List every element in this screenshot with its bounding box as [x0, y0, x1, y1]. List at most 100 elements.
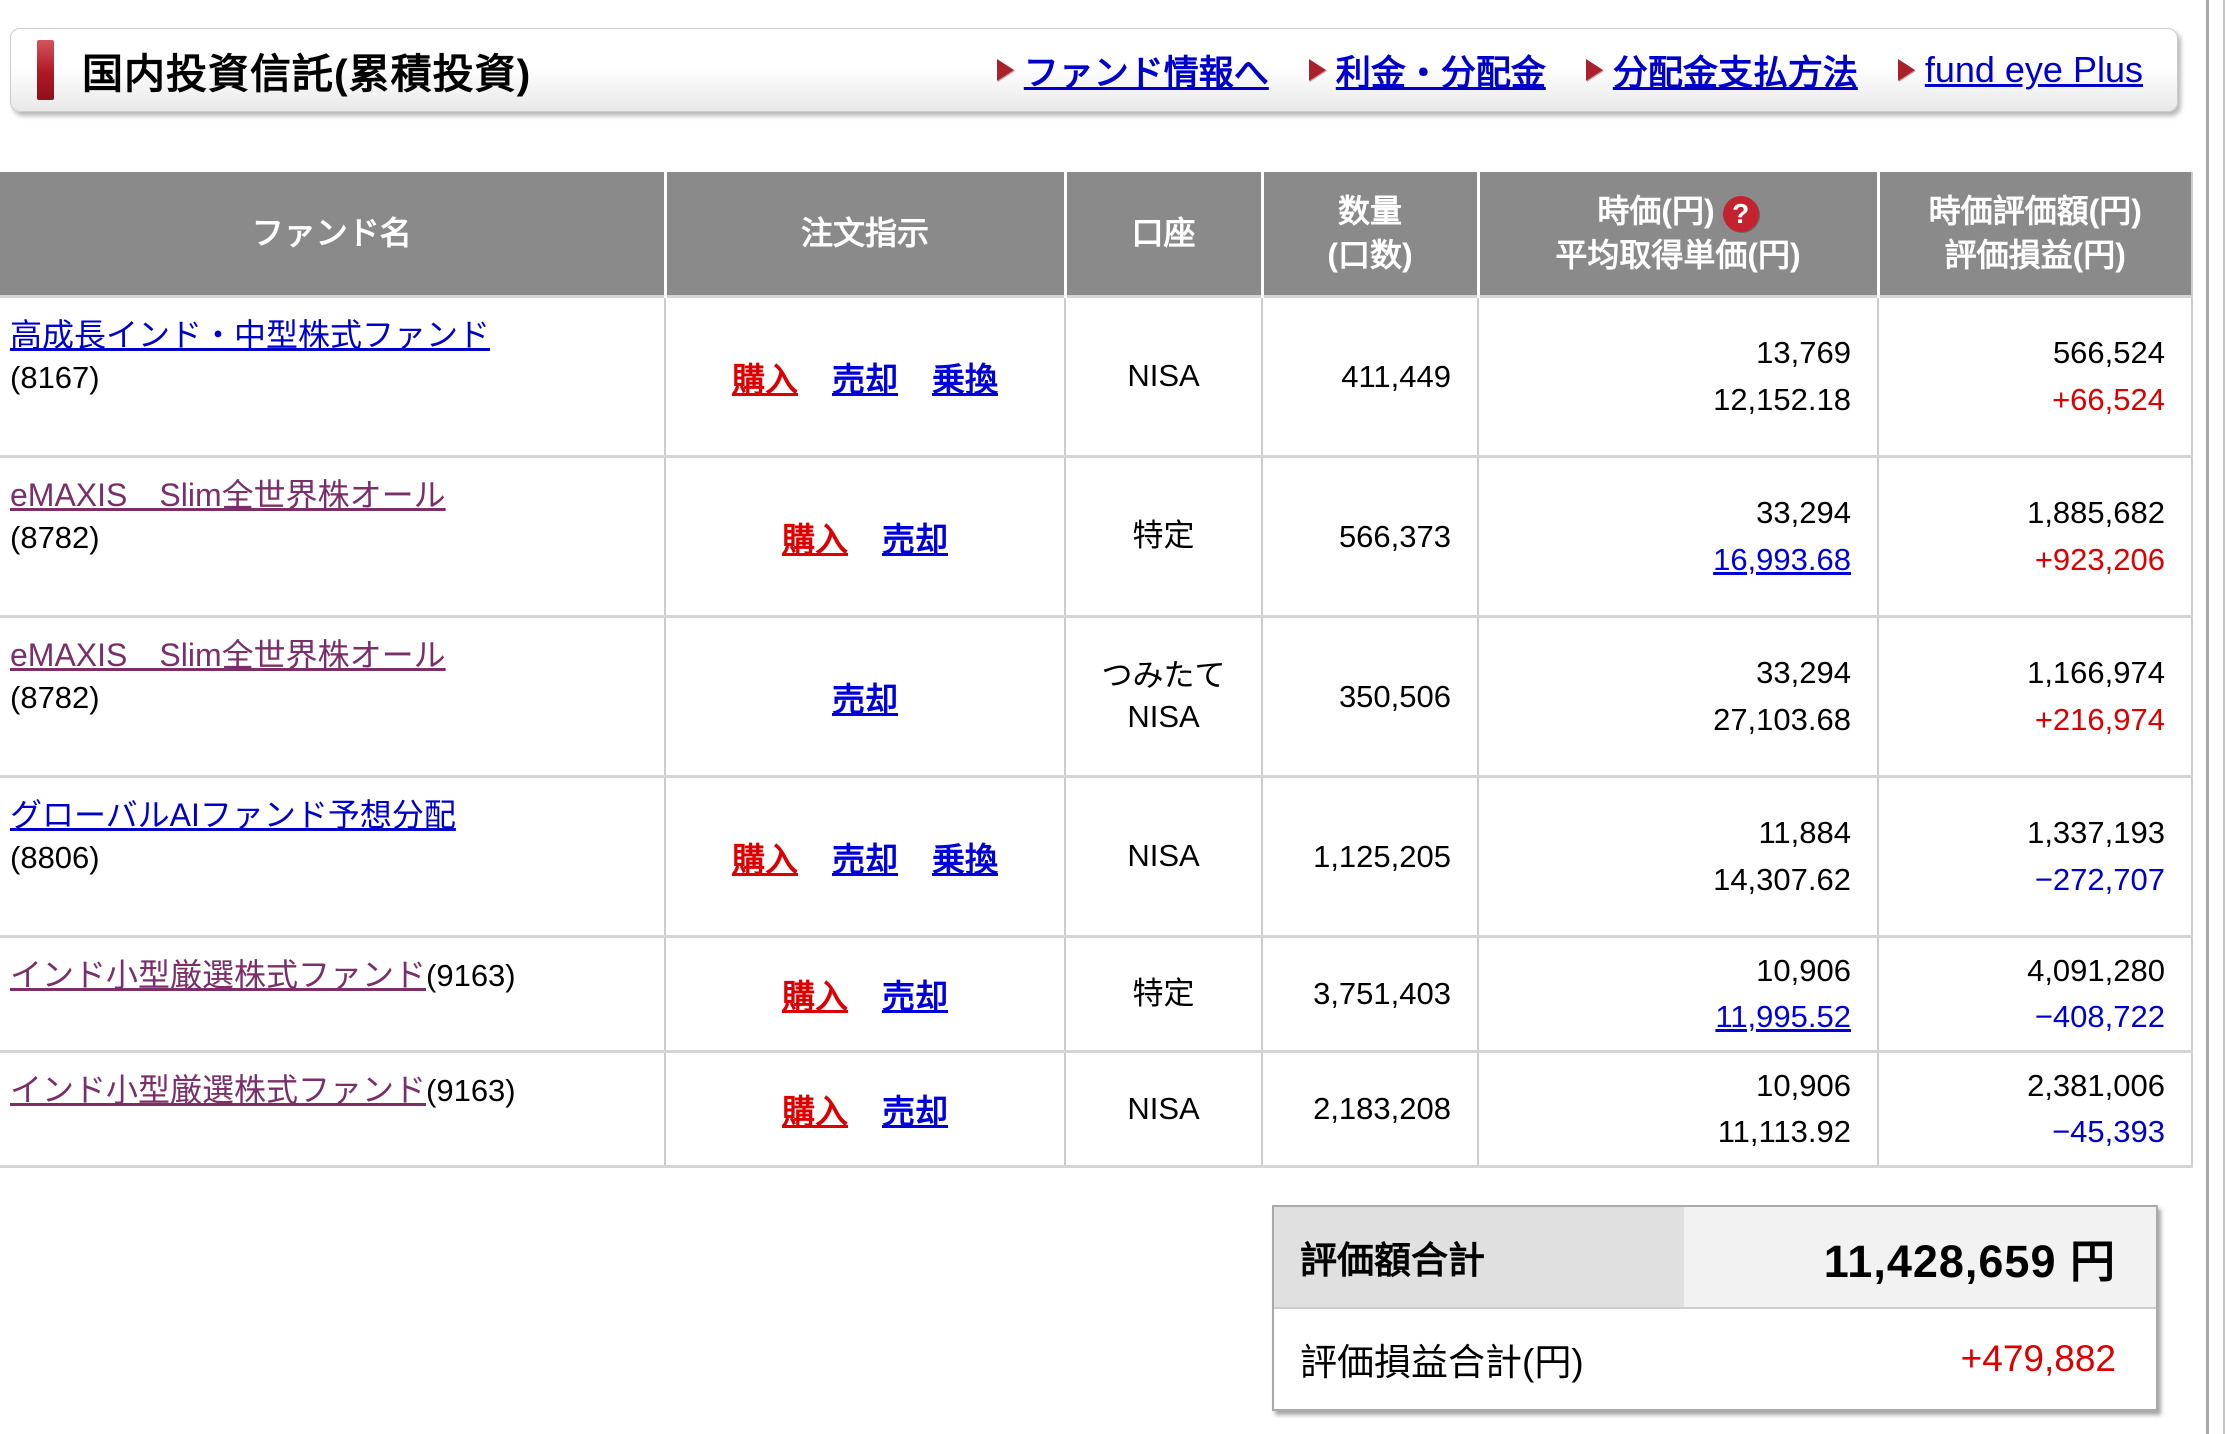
holdings-table: ファンド名 注文指示 口座 数量 (口数) 時価(円)? 平均取得単価(円) 時…	[0, 172, 2193, 1168]
profit-loss: +66,524	[2052, 381, 2165, 417]
order-cell: 購入 売却	[665, 935, 1066, 1052]
valuation-summary: 評価額合計 11,428,659 円 評価損益合計(円) +479,882	[1272, 1205, 2158, 1411]
sell-link[interactable]: 売却	[832, 360, 898, 398]
order-cell: 売却	[665, 615, 1066, 777]
page-title: 国内投資信託(累積投資)	[82, 51, 532, 97]
help-icon[interactable]: ?	[1722, 195, 1759, 232]
quantity-cell: 566,373	[1262, 455, 1479, 617]
scrollbar-edge[interactable]	[2206, 0, 2209, 1434]
col-price-line1: 時価(円)	[1597, 193, 1715, 230]
value-cell: 1,166,974 +216,974	[1878, 615, 2192, 777]
nav-dividend-payment[interactable]: 分配金支払方法	[1585, 45, 1858, 96]
fund-code: (8782)	[10, 680, 100, 716]
col-order: 注文指示	[665, 172, 1067, 297]
market-value: 4,091,280	[2027, 952, 2165, 988]
fund-link[interactable]: インド小型厳選株式ファンド	[10, 957, 427, 993]
fund-link[interactable]: グローバルAIファンド予想分配	[10, 797, 456, 833]
order-cell: 購入 売却	[665, 455, 1066, 617]
price-cell: 33,294 27,103.68	[1478, 615, 1879, 777]
account-cell: NISA	[1065, 775, 1263, 937]
account-cell: つみたて NISA	[1065, 615, 1263, 777]
value-cell: 4,091,280 −408,722	[1878, 935, 2192, 1052]
col-quantity-line1: 数量	[1337, 193, 1402, 230]
col-quantity: 数量 (口数)	[1262, 172, 1480, 297]
fund-cell: 高成長インド・中型株式ファンド (8167)	[0, 295, 666, 457]
profit-loss: −408,722	[2034, 999, 2165, 1034]
total-value-amount: 11,428,659 円	[1684, 1207, 2156, 1307]
market-price: 10,906	[1756, 952, 1851, 988]
market-value: 1,166,974	[2027, 655, 2165, 690]
market-value: 1,885,682	[2027, 495, 2165, 530]
switch-link[interactable]: 乗換	[932, 840, 998, 878]
fund-eye-plus-link[interactable]: fund eye Plus	[1924, 49, 2143, 90]
arrow-right-icon	[1585, 59, 1603, 81]
market-price: 11,884	[1758, 815, 1851, 850]
avg-price: 14,307.62	[1713, 861, 1851, 897]
col-market-price: 時価(円)? 平均取得単価(円)	[1478, 172, 1880, 297]
fund-code: (8806)	[10, 840, 100, 876]
page-header: 国内投資信託(累積投資) ファンド情報へ 利金・分配金 分配金支払方法 fund…	[10, 28, 2178, 112]
col-account: 口座	[1065, 172, 1264, 297]
switch-link[interactable]: 乗換	[932, 360, 998, 398]
fund-cell: eMAXIS Slim全世界株オール (8782)	[0, 455, 666, 617]
price-cell: 10,906 11,995.52	[1478, 935, 1879, 1052]
order-cell: 購入 売却 乗換	[665, 775, 1066, 937]
value-cell: 566,524 +66,524	[1878, 295, 2192, 457]
buy-link[interactable]: 購入	[782, 520, 848, 558]
value-cell: 1,337,193 −272,707	[1878, 775, 2192, 937]
profit-loss: +216,974	[2034, 701, 2165, 737]
fund-info-link[interactable]: ファンド情報へ	[1023, 53, 1269, 93]
quantity-cell: 411,449	[1262, 295, 1479, 457]
col-market-value: 時価評価額(円) 評価損益(円)	[1878, 172, 2192, 297]
total-pl-label: 評価損益合計(円)	[1300, 1342, 1584, 1383]
table-header-row: ファンド名 注文指示 口座 数量 (口数) 時価(円)? 平均取得単価(円) 時…	[0, 172, 2192, 297]
arrow-right-icon	[1308, 59, 1326, 81]
profit-loss: +923,206	[2034, 541, 2165, 577]
buy-link[interactable]: 購入	[782, 1093, 848, 1130]
market-value: 2,381,006	[2027, 1067, 2165, 1103]
col-price-line2: 平均取得単価(円)	[1555, 236, 1801, 273]
buy-link[interactable]: 購入	[732, 840, 798, 878]
buy-link[interactable]: 購入	[732, 360, 798, 398]
avg-price-link[interactable]: 16,993.68	[1713, 541, 1851, 577]
header-nav: ファンド情報へ 利金・分配金 分配金支払方法 fund eye Plus	[996, 45, 2143, 96]
sell-link[interactable]: 売却	[882, 1093, 948, 1130]
summary-divider	[1274, 1307, 2156, 1309]
sell-link[interactable]: 売却	[882, 520, 948, 558]
avg-price-link[interactable]: 11,995.52	[1715, 999, 1851, 1034]
fund-link[interactable]: インド小型厳選株式ファンド	[10, 1072, 427, 1108]
value-cell: 1,885,682 +923,206	[1878, 455, 2192, 617]
quantity-cell: 350,506	[1262, 615, 1479, 777]
fund-code: (9163)	[426, 958, 516, 993]
market-value: 1,337,193	[2027, 815, 2165, 850]
total-pl-amount: +479,882	[1960, 1338, 2116, 1379]
fund-cell: eMAXIS Slim全世界株オール (8782)	[0, 615, 666, 777]
dividend-payment-link[interactable]: 分配金支払方法	[1612, 53, 1858, 93]
market-value: 566,524	[2052, 335, 2165, 370]
fund-link[interactable]: eMAXIS Slim全世界株オール	[10, 637, 446, 673]
fund-link[interactable]: 高成長インド・中型株式ファンド	[10, 317, 491, 353]
sell-link[interactable]: 売却	[882, 978, 948, 1015]
fund-cell: グローバルAIファンド予想分配 (8806)	[0, 775, 666, 937]
nav-interest-dividends[interactable]: 利金・分配金	[1308, 45, 1546, 96]
table-row: eMAXIS Slim全世界株オール (8782) 売却 つみたて NISA 3…	[0, 615, 2192, 777]
price-cell: 33,294 16,993.68	[1478, 455, 1879, 617]
avg-price: 27,103.68	[1713, 701, 1851, 737]
sell-link[interactable]: 売却	[832, 840, 898, 878]
total-value-row: 評価額合計 11,428,659 円	[1274, 1207, 2156, 1307]
interest-dividends-link[interactable]: 利金・分配金	[1335, 53, 1546, 93]
fund-link[interactable]: eMAXIS Slim全世界株オール	[10, 477, 446, 513]
market-price: 13,769	[1756, 335, 1851, 370]
table-row: グローバルAIファンド予想分配 (8806) 購入 売却 乗換 NISA 1,125…	[0, 775, 2192, 937]
price-cell: 11,884 14,307.62	[1478, 775, 1879, 937]
quantity-cell: 1,125,205	[1262, 775, 1479, 937]
fund-code: (8167)	[10, 360, 100, 396]
avg-price: 11,113.92	[1717, 1114, 1851, 1149]
profit-loss: −272,707	[2034, 861, 2165, 897]
buy-link[interactable]: 購入	[782, 978, 848, 1015]
sell-link[interactable]: 売却	[832, 680, 898, 718]
quantity-cell: 3,751,403	[1262, 935, 1479, 1052]
fund-cell: インド小型厳選株式ファンド(9163)	[0, 1050, 666, 1168]
nav-fund-eye-plus[interactable]: fund eye Plus	[1897, 49, 2143, 91]
nav-fund-info[interactable]: ファンド情報へ	[996, 45, 1269, 96]
